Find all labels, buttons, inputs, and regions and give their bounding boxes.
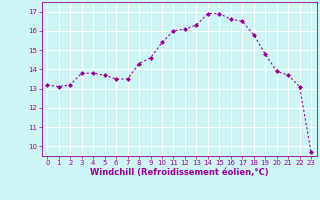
X-axis label: Windchill (Refroidissement éolien,°C): Windchill (Refroidissement éolien,°C) [90, 168, 268, 177]
